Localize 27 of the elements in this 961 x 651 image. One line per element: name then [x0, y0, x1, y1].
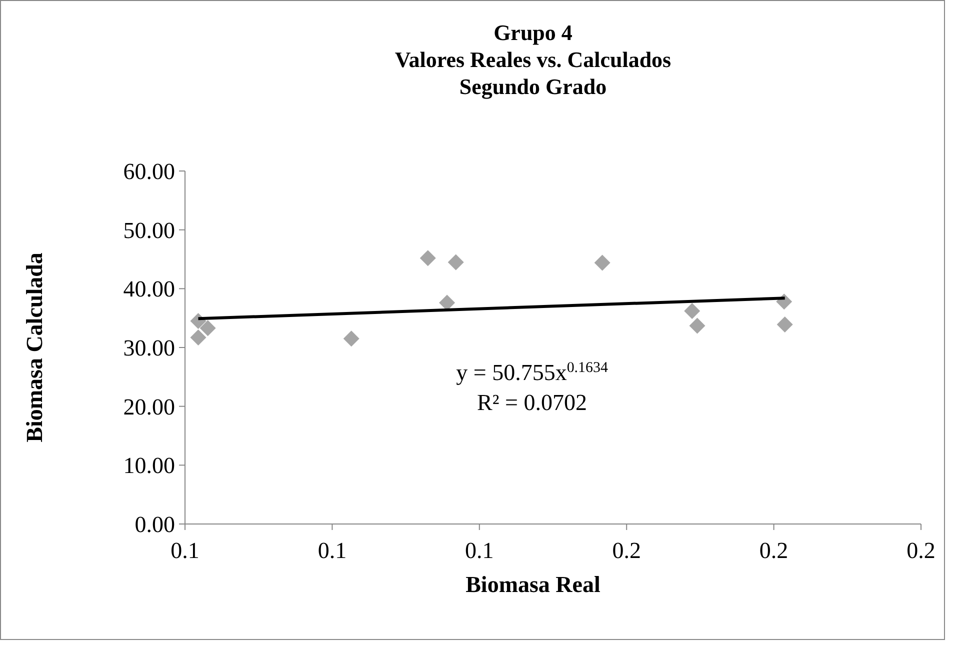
- point: [190, 330, 206, 346]
- chart-title: Grupo 4 Valores Reales vs. Calculados Segundo Grado: [394, 20, 672, 99]
- point: [689, 318, 706, 334]
- y-tick-label: 50.00: [123, 218, 175, 243]
- point: [776, 316, 793, 333]
- point: [420, 250, 436, 266]
- annotation: R² = 0.0702: [477, 390, 587, 415]
- x-tick-label: 0.1: [465, 538, 494, 563]
- y-axis-title: Biomasa Calculada: [22, 252, 47, 442]
- point: [448, 254, 464, 270]
- y-tick-label: 20.00: [123, 394, 175, 420]
- x-tick-label: 0.2: [906, 538, 936, 563]
- x-tick-label: 0.1: [170, 538, 200, 563]
- y-tick-label: 40.00: [123, 276, 175, 302]
- point: [684, 303, 700, 320]
- y-tick-label: 30.00: [123, 336, 175, 361]
- y-tick-label: 10.00: [123, 453, 175, 478]
- y-tick-label: 60.00: [123, 159, 175, 184]
- y-tick-label: 0.00: [134, 512, 175, 538]
- point: [343, 330, 360, 347]
- annotation: y = 50.755x$^{0.1634}$: [456, 360, 608, 385]
- x-tick-label: 0.2: [759, 538, 788, 563]
- x-tick-label: 0.2: [612, 538, 641, 563]
- x-tick-label: 0.1: [318, 538, 347, 563]
- point: [594, 254, 610, 271]
- x-axis-title: Biomasa Real: [466, 572, 600, 597]
- point: [200, 320, 216, 336]
